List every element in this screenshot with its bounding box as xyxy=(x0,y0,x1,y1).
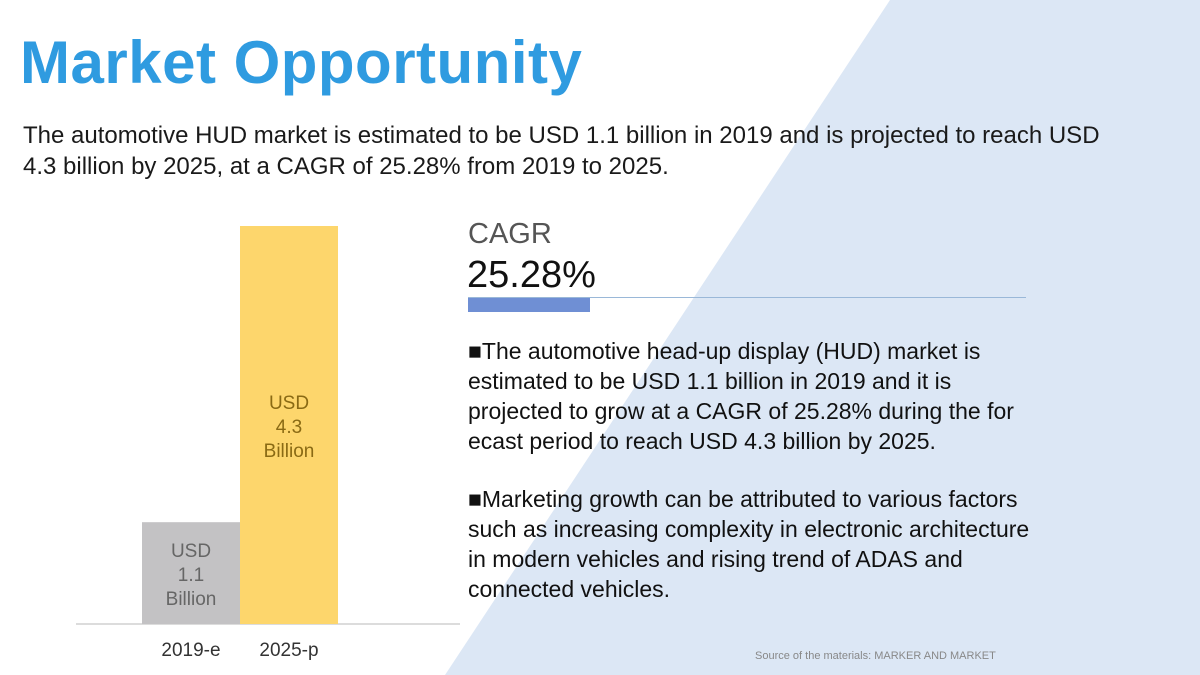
cagr-accent-bar xyxy=(468,298,590,312)
bar-data-label: USD 4.3 Billion xyxy=(264,393,315,462)
intro-text: The automotive HUD market is estimated t… xyxy=(23,122,1100,180)
bar-2019-e xyxy=(142,522,240,624)
cagr-label: CAGR xyxy=(468,218,552,250)
source-note: Source of the materials: MARKER AND MARK… xyxy=(755,650,996,662)
bar-2025-p xyxy=(240,226,338,624)
bar-data-label: USD 1.1 Billion xyxy=(166,541,217,610)
description-paragraph-2: ■Marketing growth can be attributed to v… xyxy=(468,486,1030,602)
description-paragraph-1: ■The automotive head-up display (HUD) ma… xyxy=(468,338,1014,454)
page-title: Market Opportunity xyxy=(20,29,583,96)
cagr-value: 25.28% xyxy=(467,254,596,296)
bar-chart: USD 1.1 Billion 2019-e USD 4.3 Billion 2025-p xyxy=(76,226,460,661)
x-tick-label: 2025-p xyxy=(259,640,318,661)
cagr-divider-line xyxy=(468,297,1026,298)
x-tick-label: 2019-e xyxy=(161,640,220,661)
